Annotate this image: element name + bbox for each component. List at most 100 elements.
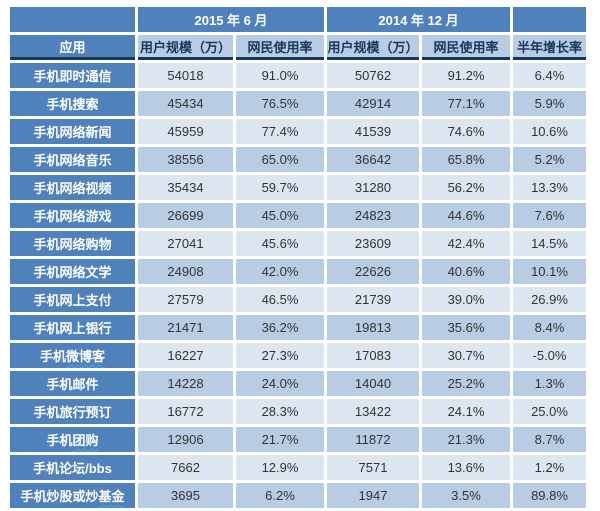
app-label-cell: 手机网络新闻 — [10, 119, 135, 144]
table-row: 手机网络购物 27041 45.6% 23609 42.4% 14.5% — [10, 231, 586, 256]
rate-2014-cell: 13.6% — [422, 455, 510, 480]
app-label-cell: 手机搜索 — [10, 91, 135, 116]
users-2014-cell: 14040 — [327, 371, 419, 396]
users-2015-cell: 21471 — [138, 315, 233, 340]
users-2015-cell: 24908 — [138, 259, 233, 284]
rate-2015-cell: 46.5% — [236, 287, 324, 312]
users-2015-cell: 35434 — [138, 175, 233, 200]
spellcheck-squiggle: 微博客 — [66, 349, 106, 364]
table-row: 手机网上银行 21471 36.2% 19813 35.6% 8.4% — [10, 315, 586, 340]
users-2015-cell: 45959 — [138, 119, 233, 144]
spellcheck-squiggle: 团购 — [72, 433, 99, 448]
growth-cell: 25.0% — [513, 399, 586, 424]
column-header-rate-2015: 网民使用率 — [236, 35, 324, 60]
growth-cell: 6.4% — [513, 63, 586, 88]
rate-2015-cell: 6.2% — [236, 483, 324, 508]
users-2015-cell: 14228 — [138, 371, 233, 396]
users-2014-cell: 11872 — [327, 427, 419, 452]
rate-2014-cell: 39.0% — [422, 287, 510, 312]
growth-cell: 26.9% — [513, 287, 586, 312]
growth-cell: 13.3% — [513, 175, 586, 200]
column-header-app: 应用 — [10, 35, 135, 60]
app-label-cell: 手机旅行预订 — [10, 399, 135, 424]
growth-cell: 5.2% — [513, 147, 586, 172]
table-row: 手机团购 12906 21.7% 11872 21.3% 8.7% — [10, 427, 586, 452]
users-2014-cell: 7571 — [327, 455, 419, 480]
users-2014-cell: 1947 — [327, 483, 419, 508]
app-label-cell: 手机网络游戏 — [10, 203, 135, 228]
users-2014-cell: 22626 — [327, 259, 419, 284]
rate-2015-cell: 24.0% — [236, 371, 324, 396]
table-row: 手机即时通信 54018 91.0% 50762 91.2% 6.4% — [10, 63, 586, 88]
rate-2015-cell: 21.7% — [236, 427, 324, 452]
growth-cell: 14.5% — [513, 231, 586, 256]
table-row: 手机微博客 16227 27.3% 17083 30.7% -5.0% — [10, 343, 586, 368]
users-2014-cell: 36642 — [327, 147, 419, 172]
growth-cell: 10.6% — [513, 119, 586, 144]
users-2014-cell: 21739 — [327, 287, 419, 312]
rate-2014-cell: 74.6% — [422, 119, 510, 144]
rate-2015-cell: 77.4% — [236, 119, 324, 144]
app-label-cell: 手机网络视频 — [10, 175, 135, 200]
app-label-cell: 手机网上支付 — [10, 287, 135, 312]
period-2015-header: 2015 年 6 月 — [138, 7, 324, 32]
users-2015-cell: 27041 — [138, 231, 233, 256]
users-2014-cell: 17083 — [327, 343, 419, 368]
table-row: 手机网络音乐 38556 65.0% 36642 65.8% 5.2% — [10, 147, 586, 172]
users-2014-cell: 24823 — [327, 203, 419, 228]
table-body: 手机即时通信 54018 91.0% 50762 91.2% 6.4% 手机搜索 45434 7… — [10, 63, 586, 508]
rate-2014-cell: 44.6% — [422, 203, 510, 228]
users-2014-cell: 19813 — [327, 315, 419, 340]
rate-2015-cell: 45.0% — [236, 203, 324, 228]
table-row: 手机网络新闻 45959 77.4% 41539 74.6% 10.6% — [10, 119, 586, 144]
column-header-users-2015: 用户规模（万） — [138, 35, 233, 60]
column-header-row: 应用 用户规模（万） 网民使用率 用户规模（万） 网民使用率 半年增长率 — [10, 35, 586, 60]
growth-cell: -5.0% — [513, 343, 586, 368]
column-header-growth: 半年增长率 — [513, 35, 586, 60]
growth-cell: 5.9% — [513, 91, 586, 116]
table-row: 手机搜索 45434 76.5% 42914 77.1% 5.9% — [10, 91, 586, 116]
period-2014-header: 2014 年 12 月 — [327, 7, 510, 32]
users-2014-cell: 13422 — [327, 399, 419, 424]
app-label-cell: 手机网络文学 — [10, 259, 135, 284]
app-label-cell: 手机网络购物 — [10, 231, 135, 256]
users-2014-cell: 31280 — [327, 175, 419, 200]
app-label-cell: 手机论坛/bbs — [10, 455, 135, 480]
growth-cell: 8.4% — [513, 315, 586, 340]
rate-2015-cell: 36.2% — [236, 315, 324, 340]
rate-2014-cell: 40.6% — [422, 259, 510, 284]
table-row: 手机网络视频 35434 59.7% 31280 56.2% 13.3% — [10, 175, 586, 200]
table-row: 手机旅行预订 16772 28.3% 13422 24.1% 25.0% — [10, 399, 586, 424]
rate-2015-cell: 65.0% — [236, 147, 324, 172]
app-label-cell: 手机炒股或炒基金 — [10, 483, 135, 508]
rate-2014-cell: 25.2% — [422, 371, 510, 396]
users-2014-cell: 23609 — [327, 231, 419, 256]
growth-cell: 1.3% — [513, 371, 586, 396]
growth-cell: 1.2% — [513, 455, 586, 480]
users-2015-cell: 26699 — [138, 203, 233, 228]
rate-2014-cell: 56.2% — [422, 175, 510, 200]
users-2014-cell: 42914 — [327, 91, 419, 116]
rate-2015-cell: 12.9% — [236, 455, 324, 480]
table-row: 手机论坛/bbs 7662 12.9% 7571 13.6% 1.2% — [10, 455, 586, 480]
corner-cell-right — [513, 7, 586, 32]
growth-cell: 7.6% — [513, 203, 586, 228]
rate-2014-cell: 21.3% — [422, 427, 510, 452]
users-2015-cell: 45434 — [138, 91, 233, 116]
rate-2014-cell: 91.2% — [422, 63, 510, 88]
table-row: 手机网络文学 24908 42.0% 22626 40.6% 10.1% — [10, 259, 586, 284]
growth-cell: 10.1% — [513, 259, 586, 284]
rate-2014-cell: 35.6% — [422, 315, 510, 340]
app-label-cell: 手机即时通信 — [10, 63, 135, 88]
users-2014-cell: 41539 — [327, 119, 419, 144]
users-2015-cell: 3695 — [138, 483, 233, 508]
rate-2014-cell: 42.4% — [422, 231, 510, 256]
users-2015-cell: 38556 — [138, 147, 233, 172]
growth-cell: 8.7% — [513, 427, 586, 452]
app-label-cell: 手机团购 — [10, 427, 135, 452]
table-row: 手机邮件 14228 24.0% 14040 25.2% 1.3% — [10, 371, 586, 396]
rate-2014-cell: 30.7% — [422, 343, 510, 368]
rate-2014-cell: 24.1% — [422, 399, 510, 424]
users-2015-cell: 16772 — [138, 399, 233, 424]
